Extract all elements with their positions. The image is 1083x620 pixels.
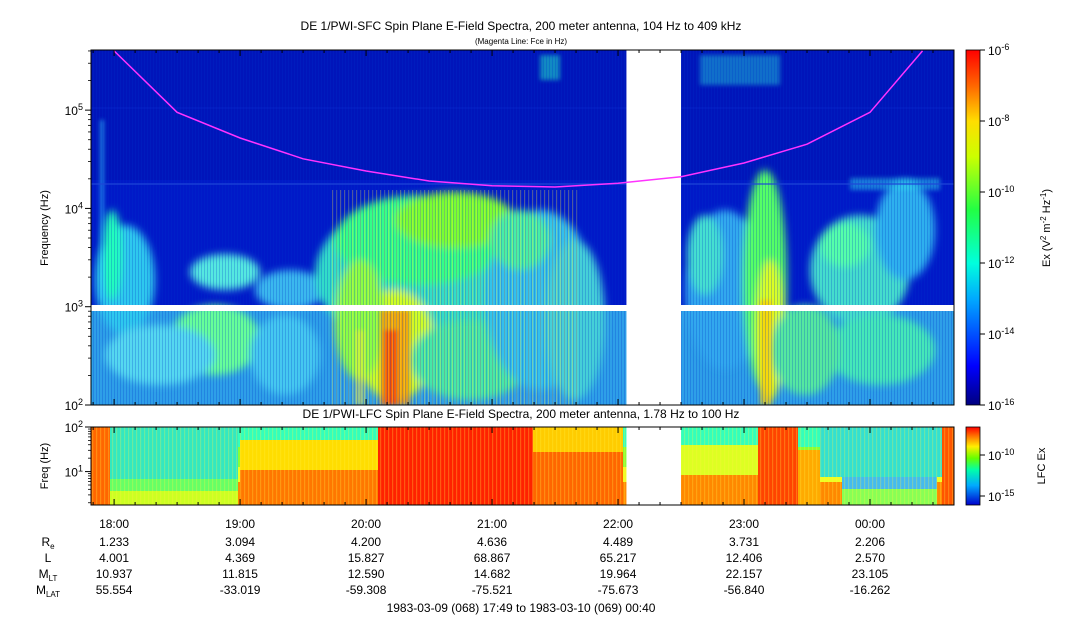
ephemeris-value: 65.217 (600, 551, 637, 565)
ephemeris-value: -75.673 (598, 583, 639, 597)
ephemeris-value: 23.105 (852, 567, 889, 581)
top-subtitle: (Magenta Line: Fce in Hz) (475, 37, 567, 46)
ephemeris-table: Re 1.233 3.094 4.200 4.636 4.489 3.731 2.206 L 4.… (36, 535, 891, 599)
top-colorbar (965, 49, 981, 406)
ephemeris-value: -75.521 (472, 583, 513, 597)
top-colorbar-ticks: 10-6 10-8 10-10 10-12 10-14 10-16 (980, 42, 1014, 413)
ephemeris-value: 3.094 (225, 535, 255, 549)
ephemeris-value: 15.827 (348, 551, 385, 565)
ephemeris-value: -59.308 (346, 583, 387, 597)
top-ytick-label: 104 (65, 200, 83, 216)
top-y-axis: 102 103 104 105 (65, 50, 91, 413)
ephemeris-value: 10.937 (96, 567, 133, 581)
ephemeris-row-label: L (45, 551, 52, 565)
ephemeris-value: 3.731 (729, 535, 759, 549)
ephemeris-value: 4.369 (225, 551, 255, 565)
ephemeris-row-label: MLAT (36, 583, 60, 599)
top-axes-frame (90, 49, 955, 406)
xtick-label: 18:00 (99, 517, 129, 531)
colorbar-tick-label: 10-14 (988, 326, 1014, 342)
colorbar-tick-label: 10-10 (988, 184, 1014, 200)
ephemeris-value: 4.200 (351, 535, 381, 549)
top-ylabel: Frequency (Hz) (39, 190, 51, 266)
top-colorbar-label: Ex (V2 m-2 Hz-1) (1039, 189, 1053, 267)
bottom-ylabel: Freq (Hz) (39, 443, 51, 489)
ephemeris-row-label: Re (41, 535, 55, 551)
colorbar-tick-label: 10-12 (988, 255, 1014, 271)
ephemeris-value: 12.590 (348, 567, 385, 581)
ephemeris-row-label: MLT (39, 567, 58, 583)
xtick-label: 22:00 (603, 517, 633, 531)
ephemeris-value: 68.867 (474, 551, 511, 565)
top-title: DE 1/PWI-SFC Spin Plane E-Field Spectra,… (301, 19, 742, 33)
top-ytick-label: 102 (65, 397, 83, 413)
ephemeris-value: 4.001 (99, 551, 129, 565)
bottom-ytick-label: 101 (65, 464, 83, 480)
ephemeris-value: -16.262 (850, 583, 891, 597)
ephemeris-value: 19.964 (600, 567, 637, 581)
bottom-y-axis: 101 102 (65, 419, 91, 504)
bottom-spectrogram (91, 427, 954, 505)
xtick-label: 23:00 (729, 517, 759, 531)
ephemeris-value: -33.019 (220, 583, 261, 597)
x-axis: 18:00 19:00 20:00 21:00 22:00 23:00 00:00 (92, 50, 955, 531)
xtick-label: 20:00 (351, 517, 381, 531)
ephemeris-value: 4.489 (603, 535, 633, 549)
ephemeris-value: 12.406 (726, 551, 763, 565)
colorbar-tick-label: 10-16 (988, 397, 1014, 413)
xtick-label: 00:00 (855, 517, 885, 531)
bottom-title: DE 1/PWI-LFC Spin Plane E-Field Spectra,… (303, 407, 740, 421)
colorbar-tick-label: 10-6 (988, 42, 1009, 58)
ephemeris-value: 2.206 (855, 535, 885, 549)
ephemeris-value: 55.554 (96, 583, 133, 597)
ephemeris-value: 14.682 (474, 567, 511, 581)
ephemeris-value: 4.636 (477, 535, 507, 549)
ephemeris-value: 2.570 (855, 551, 885, 565)
bottom-colorbar-ticks: 10-10 10-15 (980, 447, 1014, 504)
bottom-colorbar (965, 426, 981, 506)
ephemeris-value: 1.233 (99, 535, 129, 549)
colorbar-tick-label: 10-8 (988, 113, 1009, 129)
top-spectrogram (91, 50, 954, 405)
time-range: 1983-03-09 (068) 17:49 to 1983-03-10 (06… (387, 601, 656, 615)
bottom-colorbar-label: LFC Ex (1036, 447, 1048, 484)
xtick-label: 19:00 (225, 517, 255, 531)
ephemeris-value: -56.840 (724, 583, 765, 597)
ephemeris-value: 11.815 (222, 567, 258, 581)
top-ytick-label: 105 (65, 102, 83, 118)
bottom-ytick-label: 102 (65, 419, 83, 435)
colorbar2-tick-label: 10-10 (988, 447, 1014, 463)
xtick-label: 21:00 (477, 517, 507, 531)
top-ytick-label: 103 (65, 299, 83, 315)
ephemeris-value: 22.157 (726, 567, 763, 581)
bottom-axes-frame (90, 426, 955, 506)
colorbar2-tick-label: 10-15 (988, 488, 1014, 504)
fce-line (113, 50, 924, 188)
